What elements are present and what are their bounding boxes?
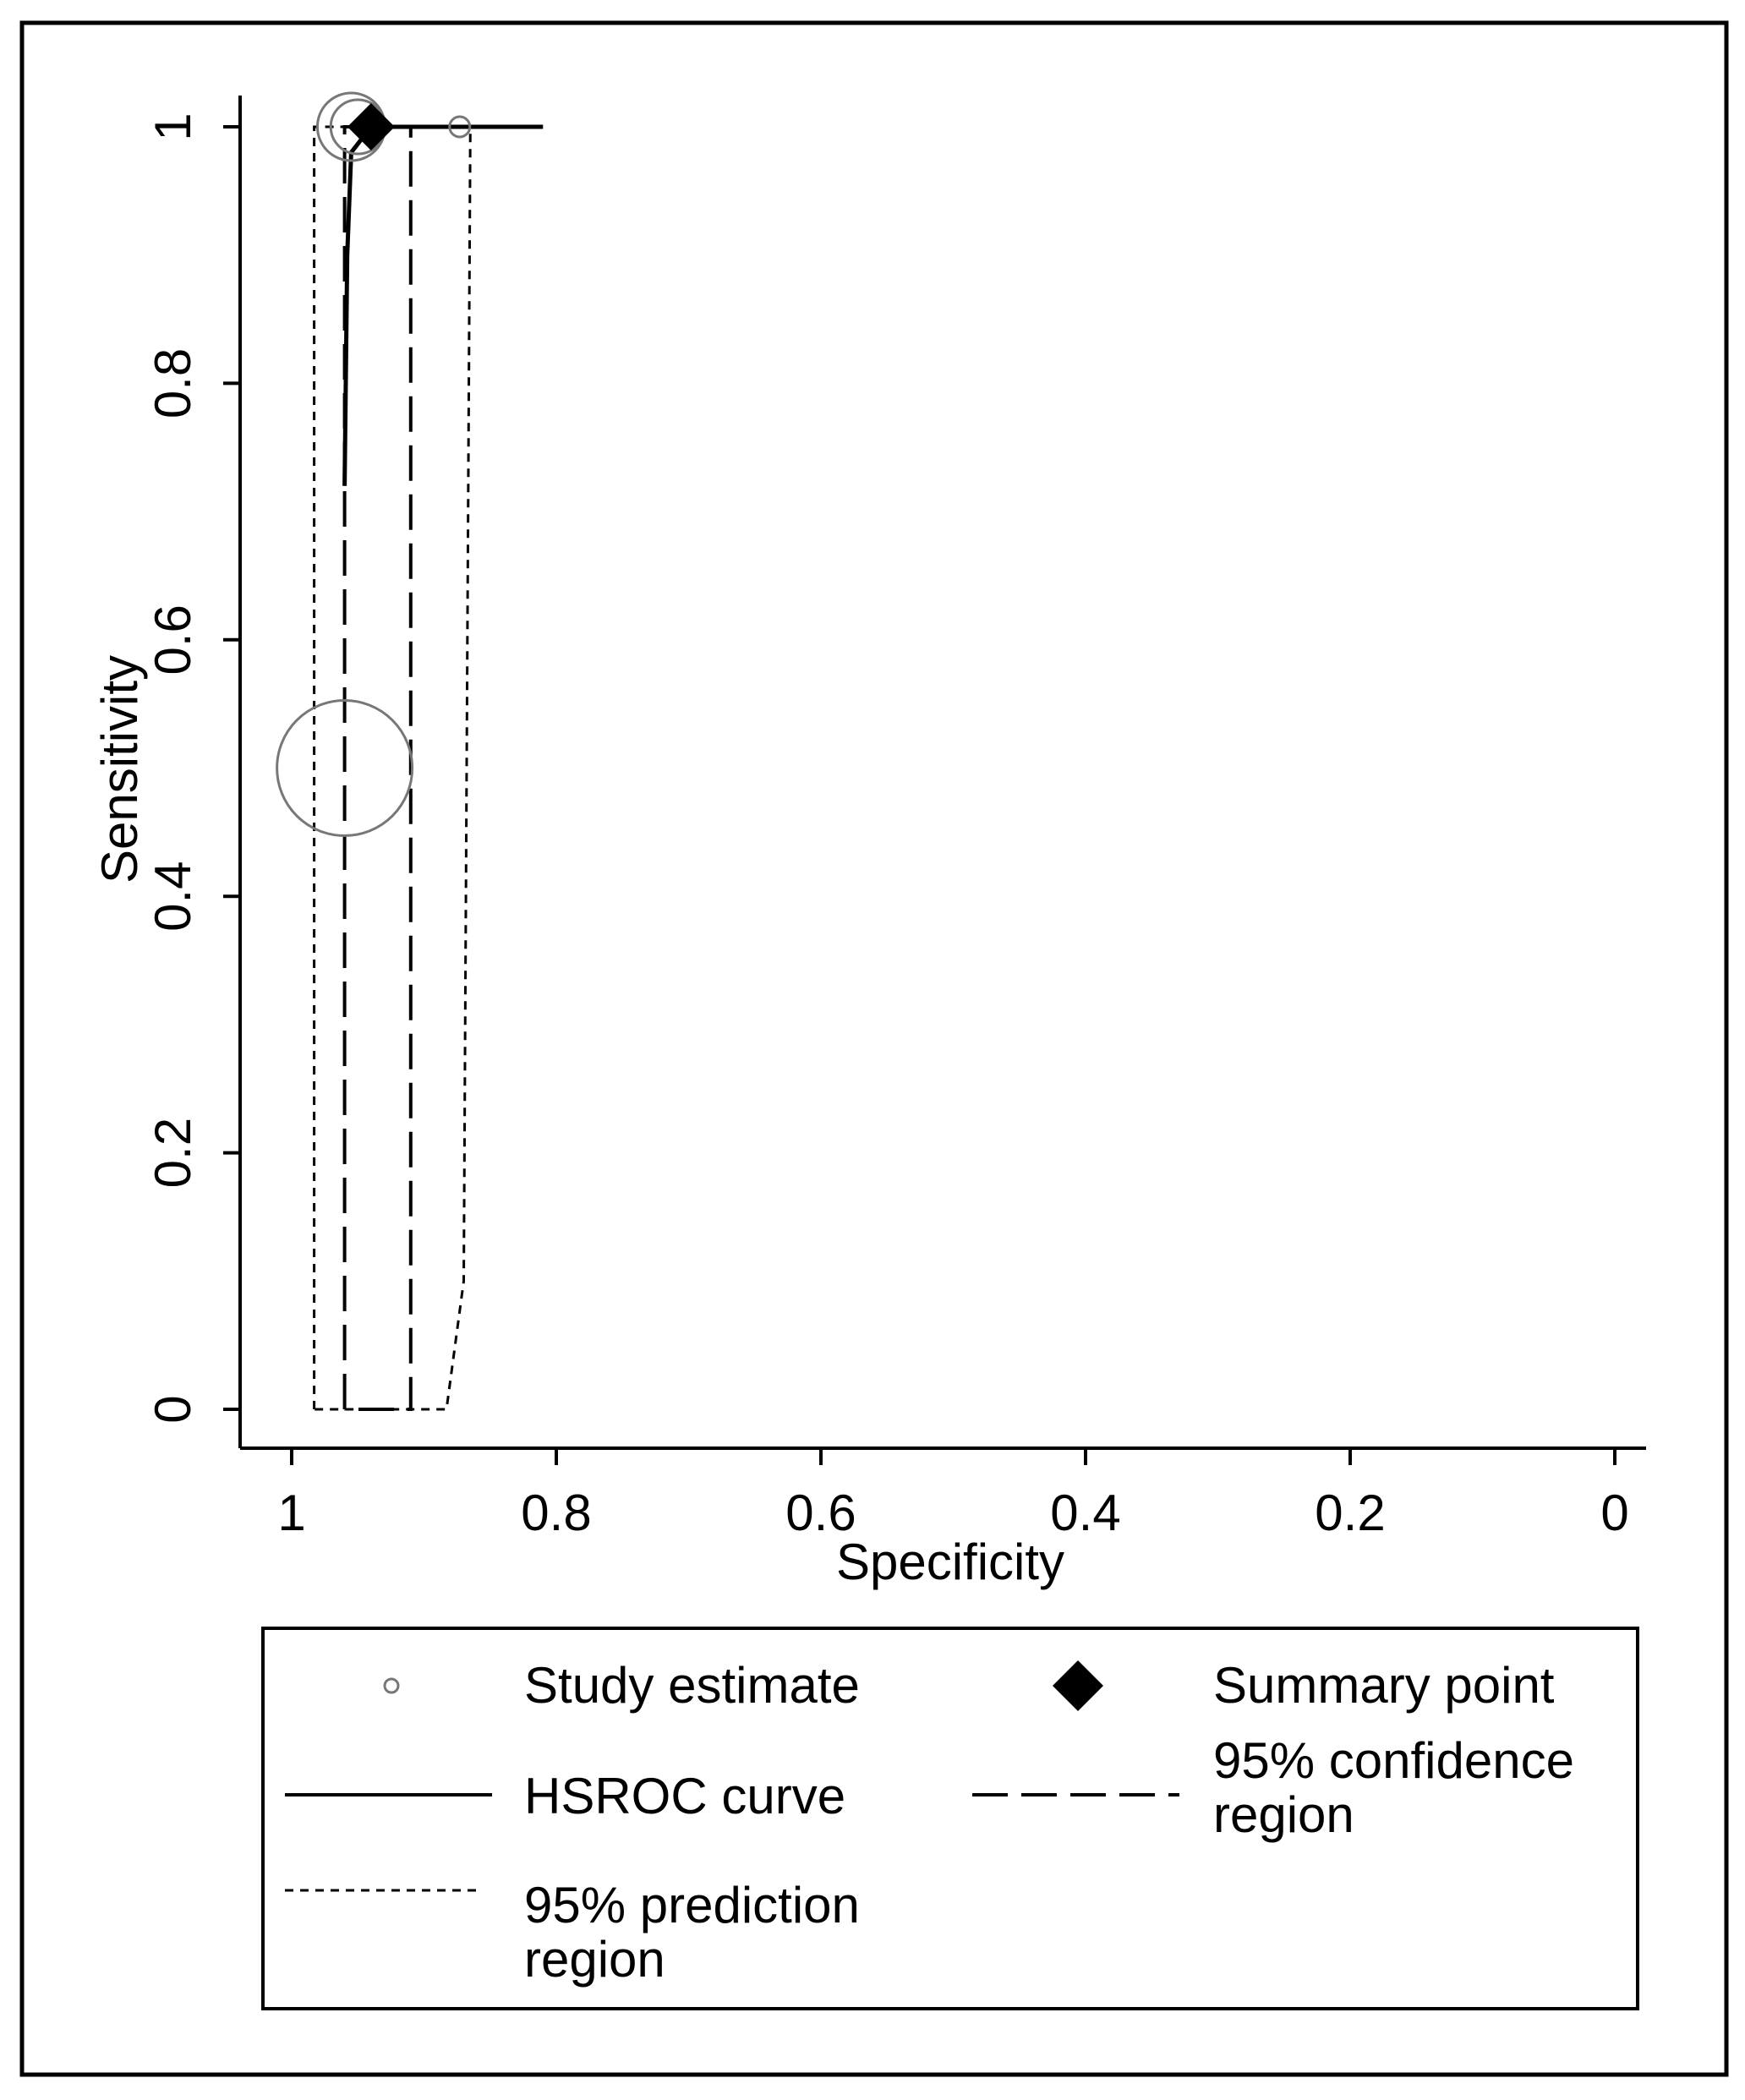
prediction-region-line <box>313 125 472 1411</box>
x-axis-label: Specificity <box>836 1534 1064 1590</box>
legend-summary-point-symbol <box>1053 1660 1103 1711</box>
summary-point-marker <box>347 103 395 150</box>
outer-frame <box>19 20 1729 2077</box>
y-tick-label: 0.6 <box>145 604 201 675</box>
legend-label-confidence-region: 95% confidence region <box>1213 1732 1574 1843</box>
y-axis-label: Sensitivity <box>91 655 148 883</box>
study-estimate-point <box>448 115 472 139</box>
study-estimates-layer <box>276 91 472 837</box>
legend-study-estimate-symbol <box>383 1677 400 1694</box>
legend: Study estimate Summary point HSROC curve 95… <box>261 1627 1639 2010</box>
legend-items: Study estimate Summary point HSROC curve 95… <box>285 1657 1574 1988</box>
x-tick-label: 0.4 <box>1050 1485 1120 1541</box>
study-estimate-point <box>276 699 414 837</box>
summary-point-layer <box>347 103 395 150</box>
x-tick-label: 0.6 <box>785 1485 856 1541</box>
y-tick-label: 0 <box>145 1395 201 1423</box>
prediction-region-layer <box>313 125 472 1411</box>
y-tick-label: 0.2 <box>145 1118 201 1188</box>
plot-area <box>276 91 544 1411</box>
y-tick-label: 0.8 <box>145 348 201 418</box>
legend-label-summary-point: Summary point <box>1213 1657 1555 1714</box>
legend-label-hsroc-curve: HSROC curve <box>524 1768 845 1824</box>
x-tick-label: 1 <box>277 1485 305 1541</box>
legend-label-prediction-region: 95% prediction region <box>524 1877 860 1988</box>
x-tick-group: 1 0.8 0.6 0.4 0.2 0 <box>277 1448 1629 1541</box>
x-tick-label: 0.2 <box>1315 1485 1385 1541</box>
axes: 1 0.8 0.6 0.4 0.2 0 0 0.2 0.4 0.6 0.8 1 Specificit… <box>91 96 1646 1590</box>
x-tick-label: 0 <box>1600 1485 1628 1541</box>
y-tick-label: 1 <box>145 112 201 140</box>
y-tick-label: 0.4 <box>145 861 201 931</box>
y-tick-group: 0 0.2 0.4 0.6 0.8 1 <box>145 112 240 1424</box>
legend-box <box>261 1627 1639 2010</box>
legend-label-study-estimate: Study estimate <box>524 1657 860 1714</box>
x-tick-label: 0.8 <box>521 1485 591 1541</box>
